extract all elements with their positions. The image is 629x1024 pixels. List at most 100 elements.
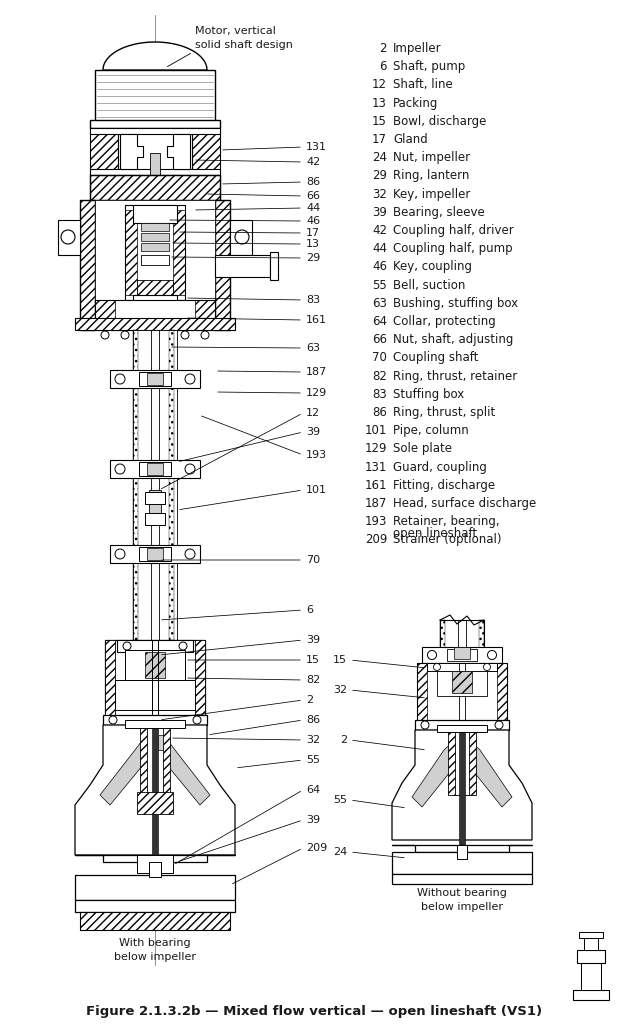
Bar (192, 128, 220, 175)
Bar (573, 990, 609, 1000)
Text: 32: 32 (306, 735, 320, 745)
Text: Packing: Packing (393, 96, 438, 110)
Bar (139, 547, 171, 561)
Text: Impeller: Impeller (393, 42, 442, 55)
Bar (415, 720, 509, 730)
Polygon shape (75, 725, 235, 855)
Bar (95, 70, 215, 125)
Bar (90, 175, 220, 200)
Circle shape (115, 374, 125, 384)
Text: 44: 44 (372, 243, 387, 255)
Bar (125, 205, 185, 300)
Circle shape (487, 650, 496, 659)
Circle shape (428, 650, 437, 659)
Circle shape (181, 331, 189, 339)
Bar (125, 210, 137, 295)
Text: 6: 6 (306, 605, 313, 615)
Bar (75, 318, 235, 330)
Bar (105, 640, 205, 720)
Bar (140, 725, 170, 795)
Text: Nut, shaft, adjusting: Nut, shaft, adjusting (393, 333, 513, 346)
Bar (448, 730, 476, 795)
Bar (150, 153, 160, 178)
Circle shape (115, 464, 125, 474)
Text: 13: 13 (306, 239, 320, 249)
Bar (447, 649, 477, 662)
Text: 15: 15 (306, 655, 320, 665)
Text: 32: 32 (333, 685, 347, 695)
Bar (90, 120, 220, 128)
Bar (80, 912, 230, 930)
Bar (440, 620, 445, 650)
Bar (417, 663, 507, 725)
Circle shape (201, 331, 209, 339)
Text: Shaft, line: Shaft, line (393, 79, 453, 91)
Text: Key, impeller: Key, impeller (393, 187, 470, 201)
Circle shape (101, 331, 109, 339)
Bar (110, 460, 200, 478)
Text: Coupling half, driver: Coupling half, driver (393, 224, 514, 237)
Circle shape (433, 664, 440, 671)
Bar (95, 200, 215, 330)
Bar (118, 128, 192, 175)
Circle shape (185, 464, 195, 474)
Bar (139, 462, 171, 476)
Bar (145, 513, 165, 525)
Text: Strainer (optional): Strainer (optional) (393, 534, 501, 547)
Text: 15: 15 (372, 115, 387, 128)
Bar (215, 255, 270, 278)
Text: 39: 39 (306, 427, 320, 437)
Text: Ring, thrust, retainer: Ring, thrust, retainer (393, 370, 517, 383)
Bar (392, 874, 532, 884)
Text: 101: 101 (365, 424, 387, 437)
Text: Bell, suction: Bell, suction (393, 279, 465, 292)
Polygon shape (392, 730, 532, 840)
Polygon shape (120, 134, 143, 169)
Bar (75, 900, 235, 912)
Text: Bearing, sleeve: Bearing, sleeve (393, 206, 485, 219)
Text: 12: 12 (372, 79, 387, 91)
Bar (95, 300, 215, 330)
Text: Gland: Gland (393, 133, 428, 146)
Bar (584, 935, 598, 950)
Bar (147, 548, 163, 560)
Bar (581, 963, 601, 990)
Bar (137, 792, 173, 814)
Text: 44: 44 (306, 203, 320, 213)
Text: 101: 101 (306, 485, 327, 495)
Circle shape (185, 374, 195, 384)
Text: 187: 187 (365, 497, 387, 510)
Bar (80, 200, 95, 330)
Text: 209: 209 (365, 534, 387, 547)
Text: Figure 2.1.3.2b — Mixed flow vertical — open lineshaft (VS1): Figure 2.1.3.2b — Mixed flow vertical — … (86, 1006, 542, 1019)
Bar (90, 175, 220, 200)
Circle shape (179, 642, 187, 650)
Text: Shaft, pump: Shaft, pump (393, 60, 465, 73)
Bar (133, 295, 177, 325)
Circle shape (185, 549, 195, 559)
Polygon shape (167, 134, 190, 169)
Text: Ring, lantern: Ring, lantern (393, 169, 469, 182)
Text: 15: 15 (333, 655, 347, 665)
Text: Sole plate: Sole plate (393, 442, 452, 456)
Bar (90, 169, 220, 175)
Bar (133, 330, 177, 640)
Bar (103, 715, 207, 725)
Text: open lineshaft: open lineshaft (393, 527, 477, 541)
Polygon shape (230, 220, 252, 255)
Polygon shape (75, 855, 235, 862)
Text: 46: 46 (306, 216, 320, 226)
Text: 193: 193 (306, 450, 327, 460)
Text: 161: 161 (364, 479, 387, 492)
Text: 66: 66 (372, 333, 387, 346)
Bar (125, 720, 185, 728)
Text: 6: 6 (379, 60, 387, 73)
Text: 86: 86 (306, 715, 320, 725)
Text: Bushing, stuffing box: Bushing, stuffing box (393, 297, 518, 310)
Text: 55: 55 (372, 279, 387, 292)
Bar (459, 725, 465, 845)
Text: 83: 83 (306, 295, 320, 305)
Bar (141, 223, 169, 231)
Text: Ring, thrust, split: Ring, thrust, split (393, 406, 495, 419)
Circle shape (193, 716, 201, 724)
